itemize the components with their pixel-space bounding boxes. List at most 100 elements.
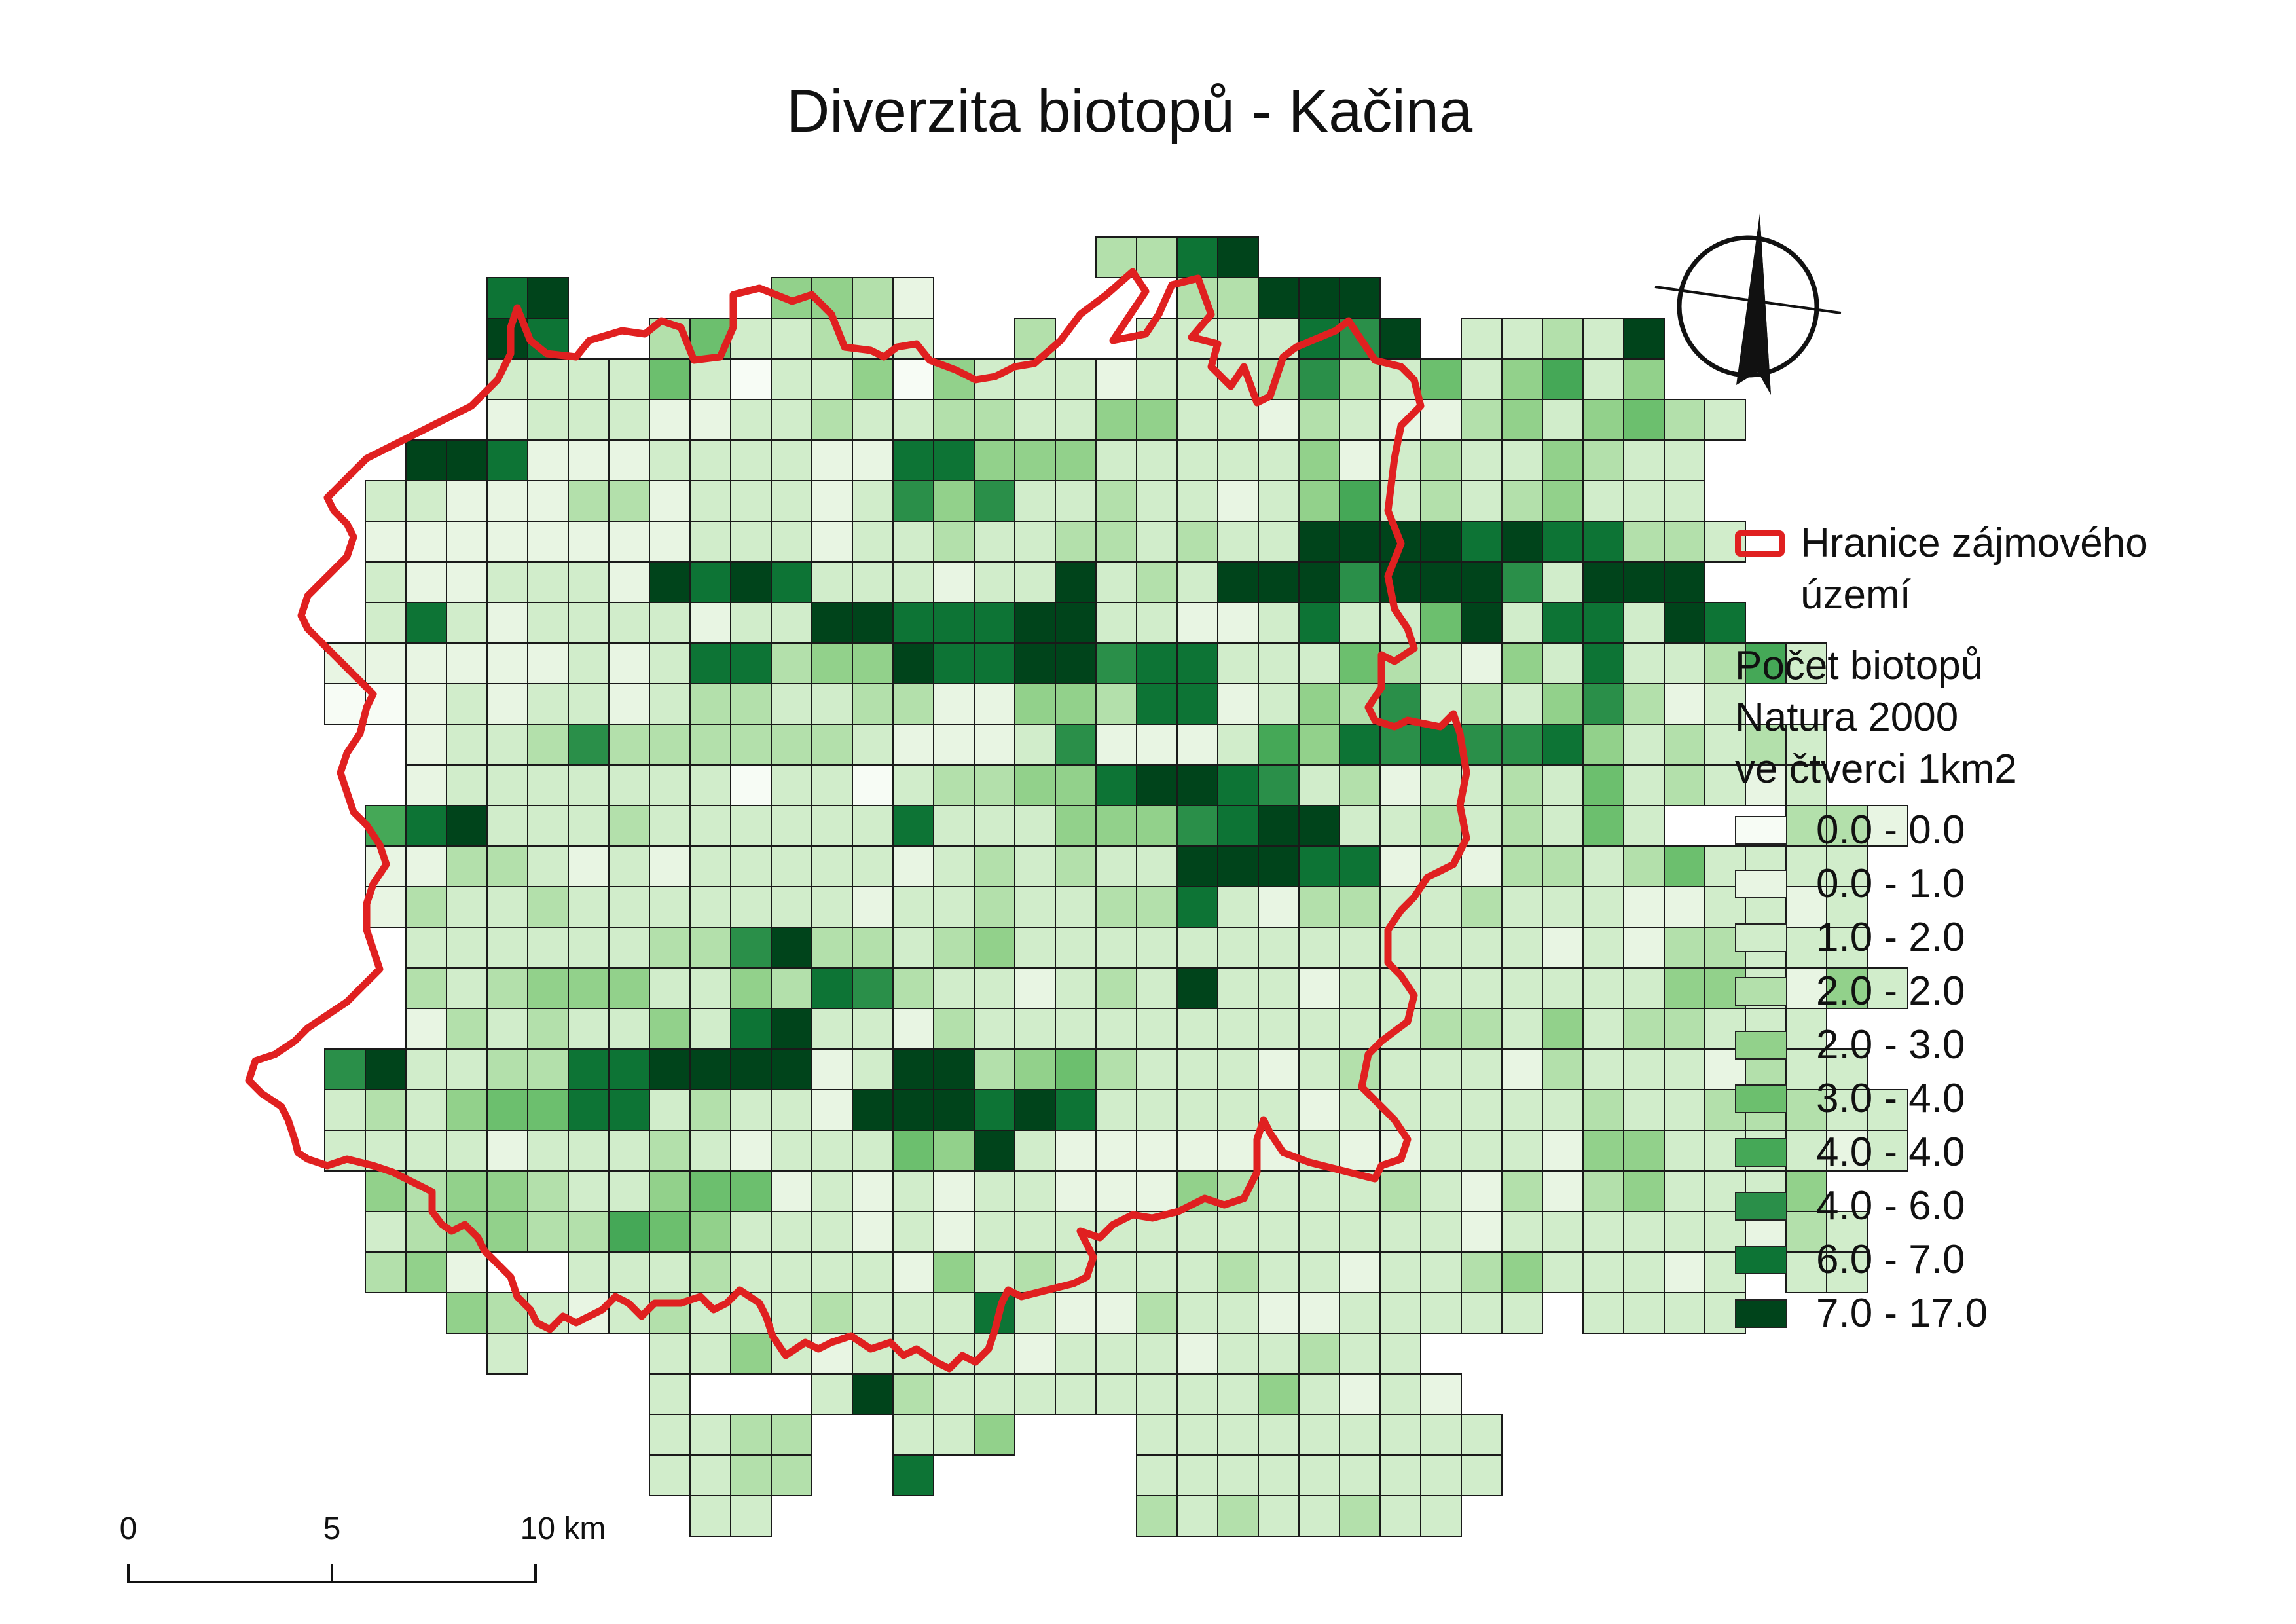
grid-cell bbox=[527, 845, 569, 887]
grid-cell bbox=[1501, 358, 1543, 400]
grid-cell bbox=[852, 927, 894, 969]
grid-cell bbox=[649, 1130, 691, 1172]
grid-cell bbox=[1055, 602, 1097, 644]
grid-cell bbox=[1379, 1373, 1421, 1415]
grid-cell bbox=[974, 1211, 1015, 1253]
grid-cell bbox=[1704, 724, 1746, 766]
grid-cell bbox=[811, 927, 853, 969]
legend-class-label: 4.0 - 6.0 bbox=[1816, 1183, 1965, 1229]
grid-cell bbox=[689, 927, 731, 969]
grid-cell bbox=[568, 886, 610, 928]
grid-cell bbox=[1258, 845, 1300, 887]
grid-cell bbox=[1582, 764, 1624, 806]
grid-cell bbox=[811, 764, 853, 806]
grid-cell bbox=[1420, 1130, 1462, 1172]
grid-cell bbox=[892, 927, 934, 969]
grid-cell bbox=[1582, 967, 1624, 1009]
grid-cell bbox=[1664, 886, 1705, 928]
grid-cell bbox=[974, 561, 1015, 603]
legend-class-item: 7.0 - 17.0 bbox=[1735, 1287, 2148, 1340]
grid-cell bbox=[1542, 1008, 1584, 1050]
grid-cell bbox=[730, 602, 772, 644]
grid-cell bbox=[852, 642, 894, 684]
grid-cell bbox=[1095, 927, 1137, 969]
grid-cell bbox=[1501, 1251, 1543, 1293]
grid-cell bbox=[1176, 764, 1218, 806]
grid-cell bbox=[608, 358, 650, 400]
grid-cell bbox=[811, 521, 853, 563]
grid-cell bbox=[811, 724, 853, 766]
legend-swatch bbox=[1735, 1137, 1787, 1167]
grid-cell bbox=[933, 1089, 975, 1131]
grid-cell bbox=[1339, 277, 1381, 319]
grid-cell bbox=[1014, 845, 1056, 887]
grid-cell bbox=[1420, 521, 1462, 563]
grid-cell bbox=[405, 1251, 447, 1293]
grid-cell bbox=[446, 439, 488, 481]
grid-cell bbox=[771, 602, 812, 644]
grid-cell bbox=[527, 927, 569, 969]
grid-cell bbox=[1785, 1170, 1827, 1212]
grid-cell bbox=[1379, 1170, 1421, 1212]
grid-cell bbox=[933, 1170, 975, 1212]
grid-cell bbox=[568, 642, 610, 684]
grid-cell bbox=[568, 521, 610, 563]
legend-class-list: 0.0 - 0.0 0.0 - 1.0 1.0 - 2.0 2.0 - 2.0 … bbox=[1735, 803, 2148, 1340]
grid-cell bbox=[324, 1048, 366, 1090]
grid-cell bbox=[1461, 1292, 1503, 1334]
grid-cell bbox=[730, 845, 772, 887]
grid-cell bbox=[771, 1048, 812, 1090]
grid-cell bbox=[811, 1089, 853, 1131]
grid-cell bbox=[1623, 805, 1665, 847]
grid-cell bbox=[1176, 967, 1218, 1009]
grid-cell bbox=[405, 1089, 447, 1131]
grid-cell bbox=[1501, 439, 1543, 481]
grid-cell bbox=[1136, 521, 1178, 563]
grid-cell bbox=[1176, 642, 1218, 684]
grid-cell bbox=[1258, 1170, 1300, 1212]
grid-cell bbox=[608, 683, 650, 725]
grid-cell bbox=[1136, 967, 1178, 1009]
grid-cell bbox=[1258, 724, 1300, 766]
grid-cell bbox=[852, 764, 894, 806]
grid-cell bbox=[608, 439, 650, 481]
grid-cell bbox=[730, 561, 772, 603]
grid-cell bbox=[649, 480, 691, 522]
legend-class-label: 6.0 - 7.0 bbox=[1816, 1237, 1965, 1283]
grid-cell bbox=[1420, 805, 1462, 847]
grid-cell bbox=[1582, 683, 1624, 725]
grid-cell bbox=[689, 1211, 731, 1253]
grid-cell bbox=[1176, 602, 1218, 644]
grid-cell bbox=[1582, 358, 1624, 400]
grid-cell bbox=[1217, 1251, 1259, 1293]
grid-cell bbox=[933, 1008, 975, 1050]
grid-cell bbox=[1461, 683, 1503, 725]
grid-cell bbox=[852, 439, 894, 481]
grid-cell bbox=[892, 1089, 934, 1131]
grid-cell bbox=[852, 561, 894, 603]
grid-cell bbox=[1582, 561, 1624, 603]
grid-cell bbox=[1785, 805, 1827, 847]
grid-cell bbox=[892, 358, 934, 400]
grid-cell bbox=[1501, 845, 1543, 887]
grid-cell bbox=[486, 886, 528, 928]
grid-cell bbox=[1461, 358, 1503, 400]
legend-swatch bbox=[1735, 1030, 1787, 1060]
grid-cell bbox=[771, 886, 812, 928]
grid-cell bbox=[1420, 1211, 1462, 1253]
grid-cell bbox=[689, 399, 731, 441]
grid-cell bbox=[1461, 521, 1503, 563]
grid-cell bbox=[1623, 602, 1665, 644]
legend-swatch bbox=[1735, 815, 1787, 845]
grid-cell bbox=[405, 439, 447, 481]
grid-cell bbox=[1136, 642, 1178, 684]
grid-cell bbox=[689, 967, 731, 1009]
grid-cell bbox=[1582, 480, 1624, 522]
grid-cell bbox=[1014, 399, 1056, 441]
grid-cell bbox=[1582, 927, 1624, 969]
grid-cell bbox=[649, 642, 691, 684]
grid-cell bbox=[405, 1130, 447, 1172]
grid-cell bbox=[1014, 439, 1056, 481]
grid-cell bbox=[1176, 1048, 1218, 1090]
grid-cell bbox=[933, 1414, 975, 1456]
